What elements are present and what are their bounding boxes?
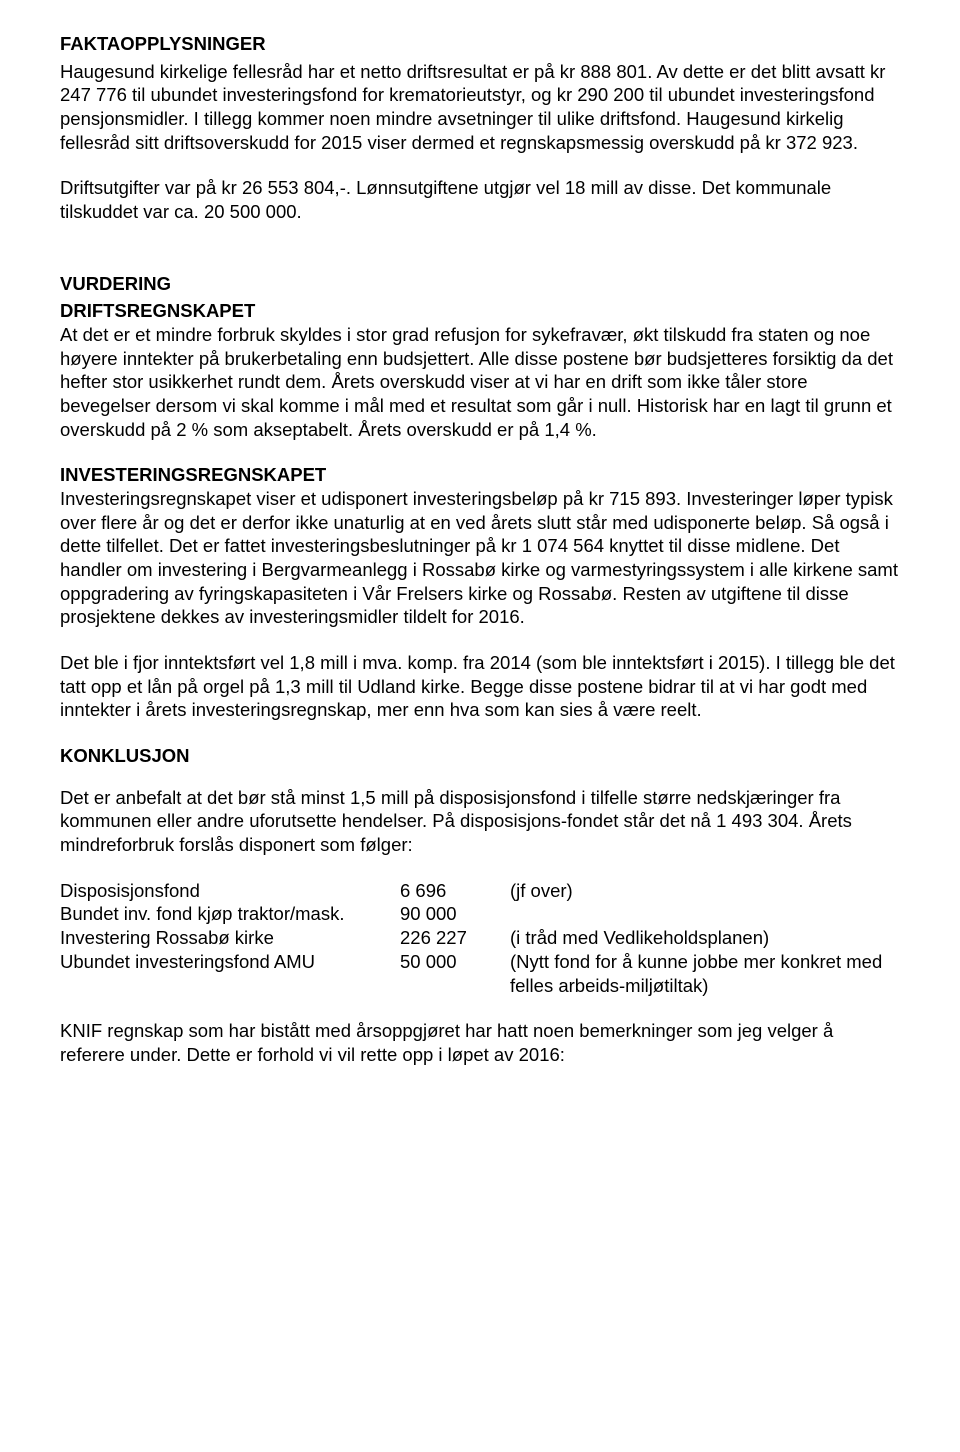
allocation-amount: 90 000 bbox=[400, 902, 510, 926]
allocation-label: Bundet inv. fond kjøp traktor/mask. bbox=[60, 902, 400, 926]
fakta-title: FAKTAOPPLYSNINGER bbox=[60, 32, 900, 56]
inv-heading: INVESTERINGSREGNSKAPET bbox=[60, 463, 900, 487]
fakta-paragraph-2: Driftsutgifter var på kr 26 553 804,-. L… bbox=[60, 176, 900, 223]
allocation-note: (Nytt fond for å kunne jobbe mer konkret… bbox=[510, 950, 900, 997]
allocation-row: Bundet inv. fond kjøp traktor/mask.90 00… bbox=[60, 902, 900, 926]
allocation-amount: 50 000 bbox=[400, 950, 510, 974]
allocation-amount: 226 227 bbox=[400, 926, 510, 950]
allocation-amount: 6 696 bbox=[400, 879, 510, 903]
allocation-label: Disposisjonsfond bbox=[60, 879, 400, 903]
vurdering-title: VURDERING bbox=[60, 272, 900, 296]
konklusjon-paragraph-2: KNIF regnskap som har bistått med årsopp… bbox=[60, 1019, 900, 1066]
allocation-row: Ubundet investeringsfond AMU50 000(Nytt … bbox=[60, 950, 900, 997]
inv-paragraph-2: Det ble i fjor inntektsført vel 1,8 mill… bbox=[60, 651, 900, 722]
allocation-row: Disposisjonsfond6 696(jf over) bbox=[60, 879, 900, 903]
drift-paragraph: At det er et mindre forbruk skyldes i st… bbox=[60, 323, 900, 441]
konklusjon-paragraph-1: Det er anbefalt at det bør stå minst 1,5… bbox=[60, 786, 900, 857]
allocation-label: Investering Rossabø kirke bbox=[60, 926, 400, 950]
allocation-note: (i tråd med Vedlikeholdsplanen) bbox=[510, 926, 900, 950]
fakta-paragraph-1: Haugesund kirkelige fellesråd har et net… bbox=[60, 60, 900, 155]
allocation-row: Investering Rossabø kirke226 227(i tråd … bbox=[60, 926, 900, 950]
allocation-table: Disposisjonsfond6 696(jf over)Bundet inv… bbox=[60, 879, 900, 997]
drift-heading: DRIFTSREGNSKAPET bbox=[60, 299, 900, 323]
inv-paragraph-1: Investeringsregnskapet viser et udispone… bbox=[60, 487, 900, 629]
allocation-label: Ubundet investeringsfond AMU bbox=[60, 950, 400, 974]
konklusjon-title: KONKLUSJON bbox=[60, 744, 900, 768]
allocation-note: (jf over) bbox=[510, 879, 900, 903]
